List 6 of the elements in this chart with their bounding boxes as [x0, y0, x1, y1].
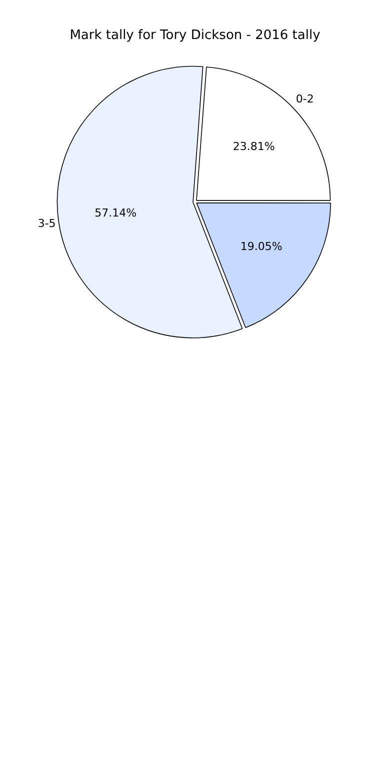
data-label: 19.05% — [240, 240, 282, 253]
slice-label: 0-2 — [296, 92, 314, 106]
data-label: 23.81% — [232, 140, 275, 154]
chart-title: Mark tally for Tory Dickson - 2016 tally — [70, 28, 321, 44]
data-label: 57.14% — [94, 206, 137, 220]
slice-label: 3-5 — [38, 216, 56, 230]
